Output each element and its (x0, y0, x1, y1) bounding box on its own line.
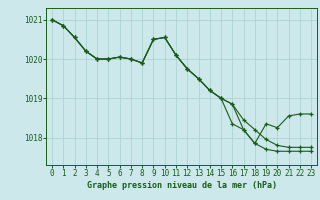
X-axis label: Graphe pression niveau de la mer (hPa): Graphe pression niveau de la mer (hPa) (87, 181, 276, 190)
